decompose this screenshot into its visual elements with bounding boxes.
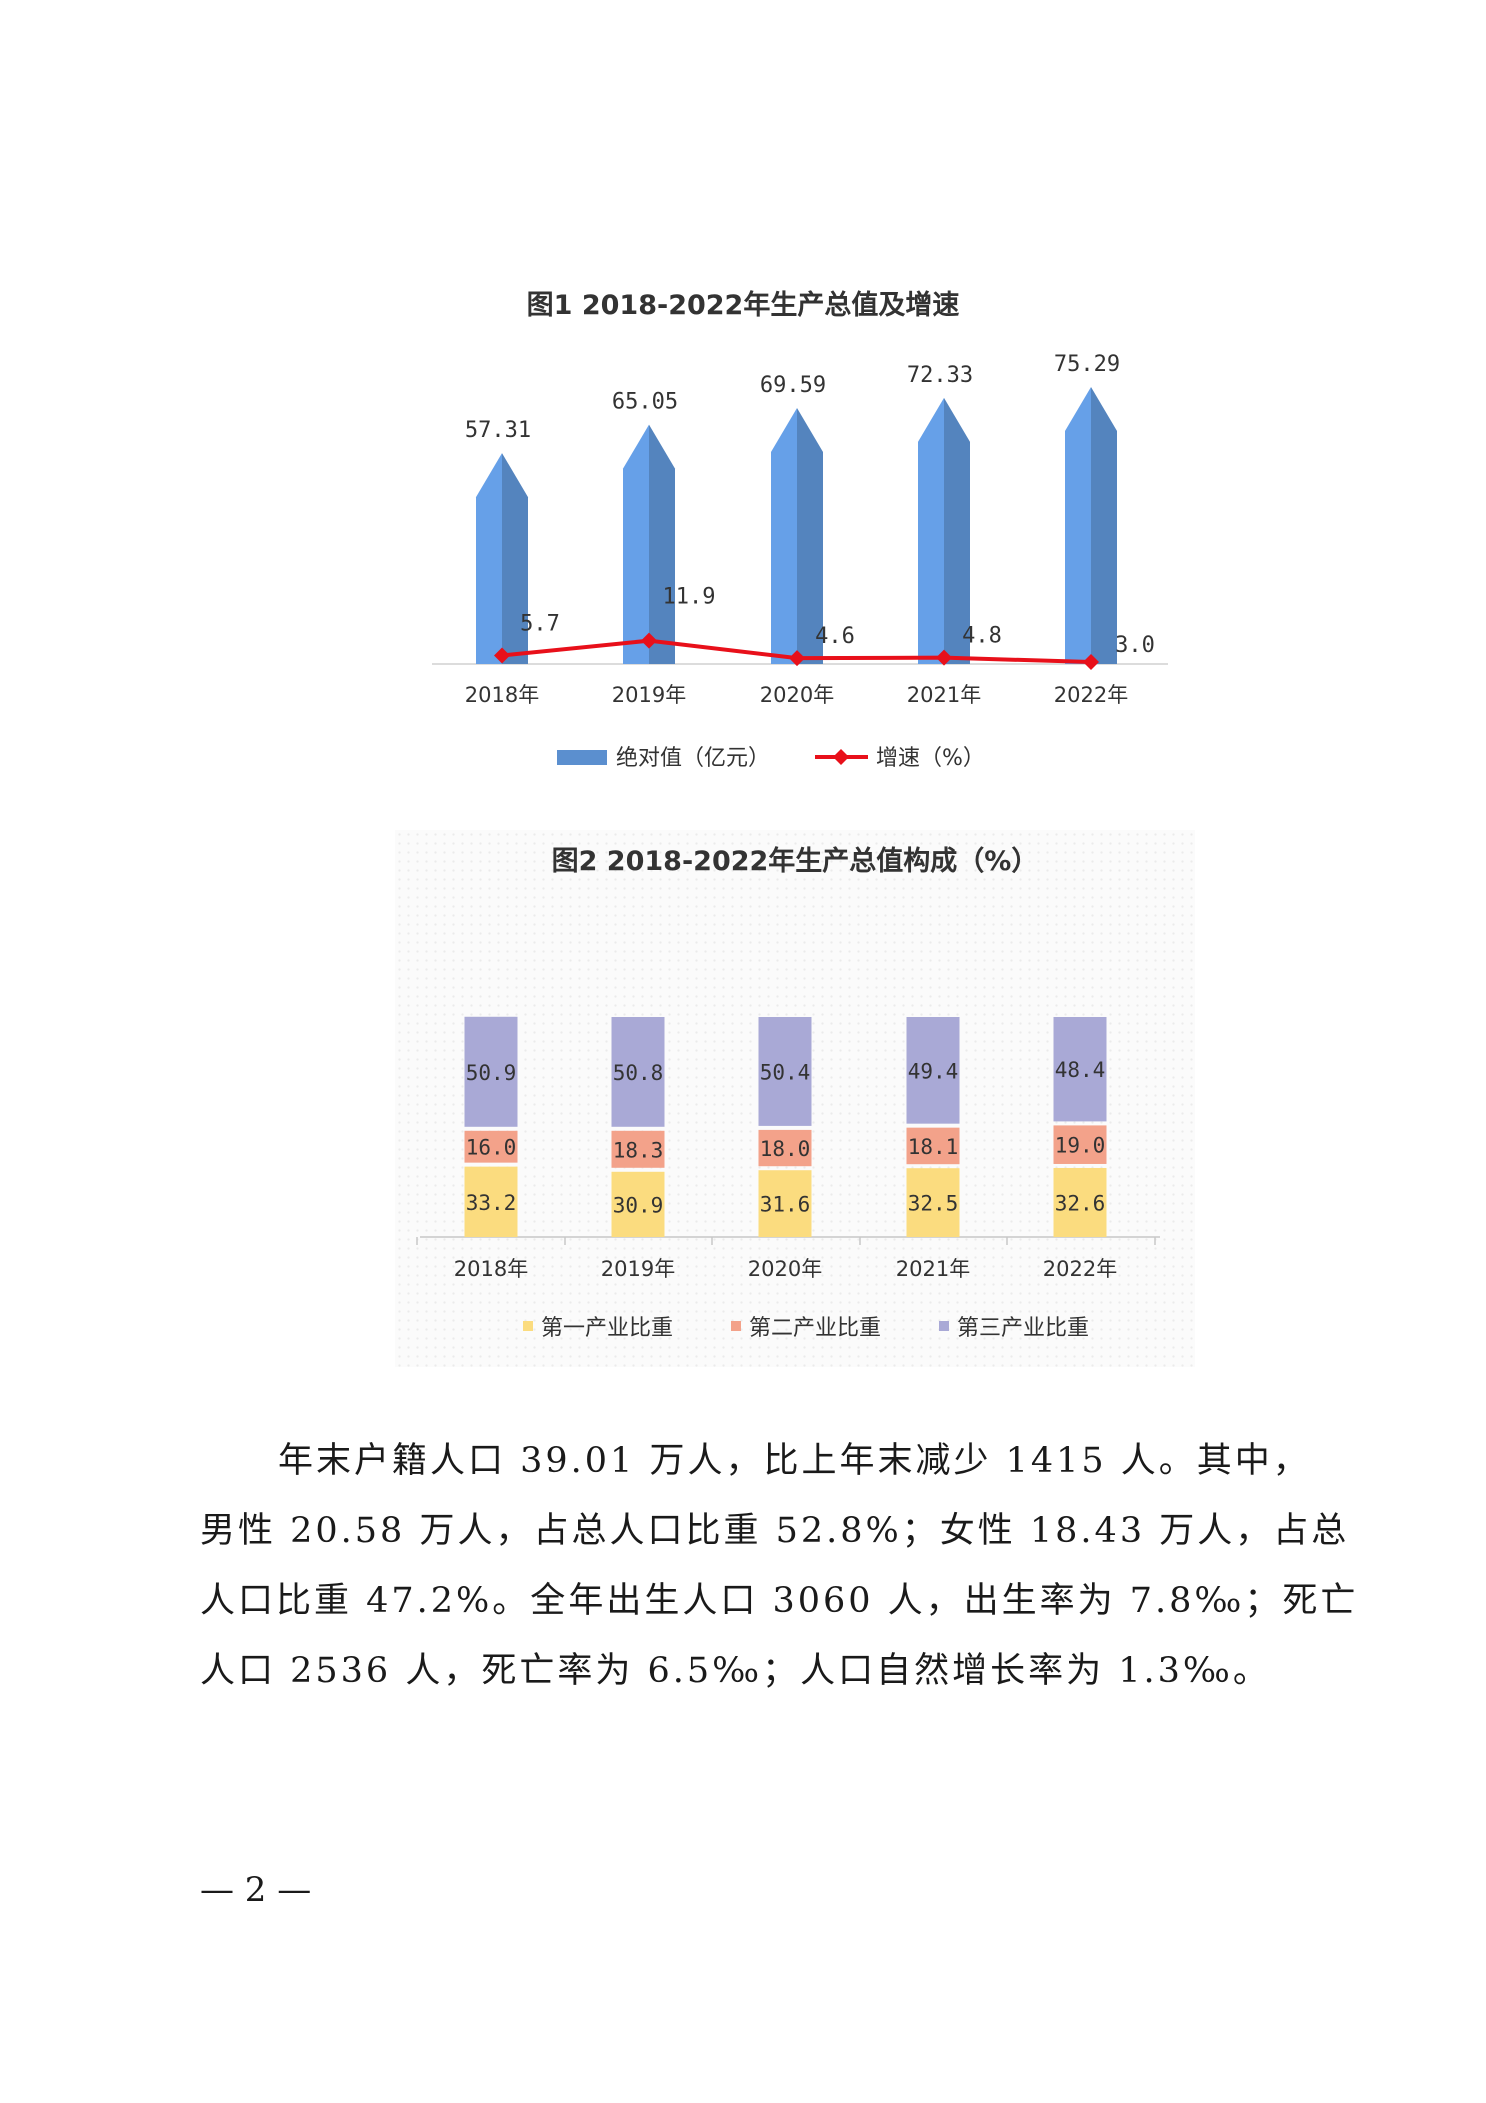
segment-label: 48.4 — [1055, 1058, 1106, 1082]
segment-3-2019年 — [611, 1017, 665, 1127]
page-number: — 2 — — [200, 1870, 312, 1910]
gdp-bar-2020年 — [771, 407, 797, 664]
x-tick-label: 2022年 — [1054, 683, 1128, 707]
paragraph-line-3: 人口比重 47.2%。全年出生人口 3060 人，出生率为 7.8‰；死亡 — [200, 1581, 1359, 1621]
segment-3-2018年 — [464, 1016, 518, 1127]
growth-point — [494, 647, 510, 664]
legend-marker-growth — [833, 749, 849, 765]
x-tick-label: 2020年 — [748, 1257, 822, 1281]
legend-swatch-gdp — [557, 750, 607, 765]
legend-swatch-1 — [523, 1321, 533, 1331]
segment-label: 32.6 — [1055, 1191, 1106, 1215]
gdp-bar-side-2020年 — [797, 407, 823, 664]
growth-label: 3.0 — [1115, 633, 1155, 658]
gdp-bar-2018年 — [476, 453, 502, 664]
growth-label: 4.6 — [815, 624, 855, 649]
segment-1-2020年 — [758, 1170, 812, 1237]
x-tick-label: 2018年 — [465, 683, 539, 707]
legend-swatch-3 — [939, 1321, 949, 1331]
x-tick-label: 2022年 — [1043, 1257, 1117, 1281]
x-tick-label: 2020年 — [760, 683, 834, 707]
growth-label: 4.8 — [962, 624, 1002, 649]
figure1-title: 图1 2018-2022年生产总值及增速 — [526, 290, 960, 321]
gdp-bar-label: 75.29 — [1054, 352, 1120, 377]
gdp-bar-side-2019年 — [649, 424, 675, 664]
segment-label: 49.4 — [908, 1059, 959, 1083]
segment-2-2019年 — [611, 1130, 665, 1168]
segment-label: 18.0 — [760, 1137, 811, 1161]
segment-1-2018年 — [464, 1166, 518, 1237]
segment-label: 33.2 — [466, 1191, 517, 1215]
segment-label: 50.9 — [466, 1061, 517, 1085]
figure1-chart: 57.31 2018年 65.05 2019年 69.59 2020年 72.33 2021年… — [432, 352, 1168, 771]
paragraph-line-4: 人口 2536 人，死亡率为 6.5‰；人口自然增长率为 1.3‰。 — [200, 1651, 1271, 1691]
gdp-bar-label: 72.33 — [907, 363, 973, 388]
segment-1-2019年 — [611, 1171, 665, 1237]
legend-label-1: 第一产业比重 — [541, 1316, 673, 1341]
x-tick-label: 2021年 — [907, 683, 981, 707]
gdp-bar-side-2018年 — [502, 453, 528, 664]
figure2-title: 图2 2018-2022年生产总值构成（%） — [551, 846, 1039, 877]
segment-label: 16.0 — [466, 1136, 517, 1160]
gdp-bar-label: 57.31 — [465, 418, 531, 443]
gdp-bar-2021年 — [918, 397, 944, 664]
growth-label: 5.7 — [520, 612, 560, 637]
segment-label: 32.5 — [908, 1192, 959, 1216]
paragraph-line-2: 男性 20.58 万人，占总人口比重 52.8%；女性 18.43 万人，占总 — [200, 1511, 1350, 1551]
figure2-chart: 33.2 16.0 50.9 2018年 30.9 18.3 50.8 2019年 31.6 18… — [416, 1016, 1160, 1341]
segment-2-2018年 — [464, 1130, 518, 1163]
segment-2-2022年 — [1053, 1125, 1107, 1164]
x-tick-label: 2019年 — [601, 1257, 675, 1281]
growth-point — [789, 650, 805, 667]
segment-label: 30.9 — [613, 1193, 664, 1217]
segment-label: 19.0 — [1055, 1134, 1106, 1158]
gdp-bar-2019年 — [623, 424, 649, 664]
segment-3-2021年 — [906, 1017, 960, 1124]
segment-1-2021年 — [906, 1168, 960, 1237]
legend-label-growth: 增速（%） — [876, 746, 985, 771]
segment-label: 18.3 — [613, 1138, 664, 1162]
segment-1-2022年 — [1053, 1167, 1107, 1237]
gdp-bar-label: 69.59 — [760, 373, 826, 398]
segment-2-2021年 — [906, 1127, 960, 1165]
growth-point — [1083, 654, 1099, 670]
segment-label: 31.6 — [760, 1193, 811, 1217]
x-tick-label: 2019年 — [612, 683, 686, 707]
segment-3-2020年 — [758, 1017, 812, 1126]
x-tick-label: 2018年 — [454, 1257, 528, 1281]
segment-label: 18.1 — [908, 1135, 959, 1159]
legend-label-gdp: 绝对值（亿元） — [616, 746, 770, 771]
segment-3-2022年 — [1053, 1017, 1107, 1122]
growth-point — [641, 632, 657, 649]
segment-2-2020年 — [758, 1129, 812, 1167]
gdp-bar-2022年 — [1065, 387, 1091, 664]
legend-label-3: 第三产业比重 — [957, 1316, 1089, 1341]
gdp-bar-side-2021年 — [944, 397, 970, 664]
legend-swatch-2 — [731, 1321, 741, 1331]
gdp-bar-side-2022年 — [1091, 387, 1117, 664]
growth-label: 11.9 — [663, 585, 716, 610]
segment-label: 50.4 — [760, 1060, 811, 1084]
x-tick-label: 2021年 — [896, 1257, 970, 1281]
paragraph-line-1: 年末户籍人口 39.01 万人，比上年末减少 1415 人。其中， — [278, 1441, 1311, 1481]
gdp-bar-label: 65.05 — [612, 390, 678, 415]
growth-point — [936, 649, 952, 666]
segment-label: 50.8 — [613, 1061, 664, 1085]
legend-label-2: 第二产业比重 — [749, 1316, 881, 1341]
